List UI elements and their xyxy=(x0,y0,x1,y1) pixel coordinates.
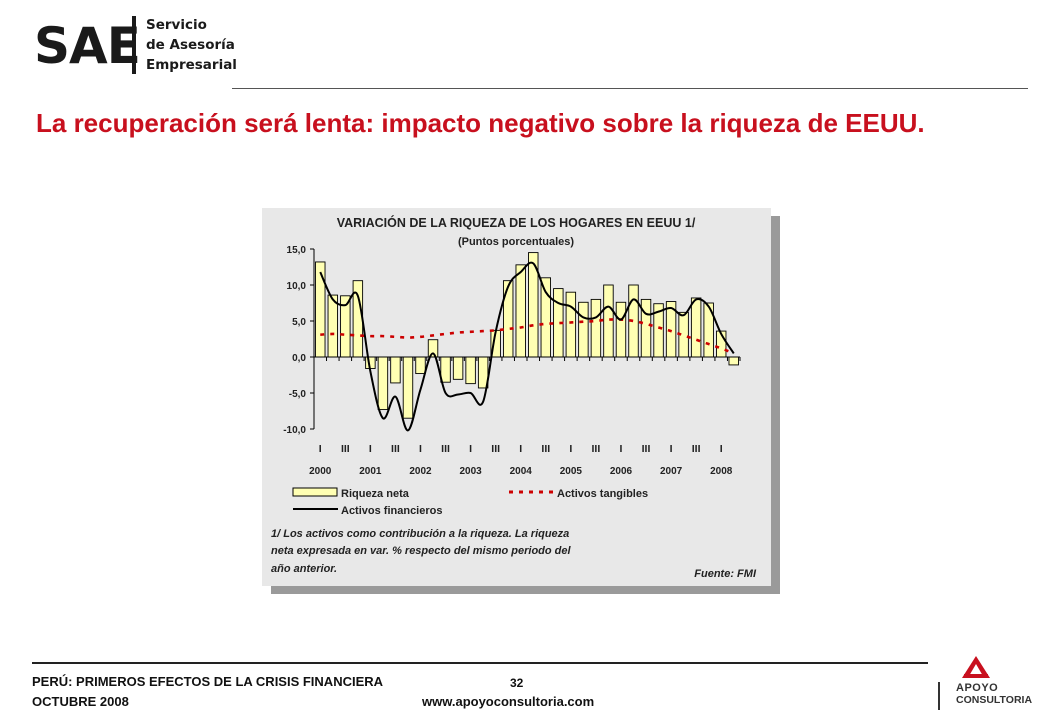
x-quarter-label: I xyxy=(519,443,522,455)
x-quarter-label: I xyxy=(620,443,623,455)
bar xyxy=(502,280,514,358)
chart-card: VARIACIÓN DE LA RIQUEZA DE LOS HOGARES E… xyxy=(262,208,771,586)
bar xyxy=(440,356,451,383)
y-tick-label: 0,0 xyxy=(292,353,306,364)
x-quarter-label: III xyxy=(341,443,350,455)
chart-note: 1/ Los activos como contribución a la ri… xyxy=(271,528,572,575)
note-line: año anterior. xyxy=(271,563,337,575)
x-quarter-label: I xyxy=(720,443,723,455)
bar xyxy=(578,301,589,358)
bar xyxy=(390,356,401,384)
legend-label-tangibles: Activos tangibles xyxy=(557,488,648,500)
x-year-label: 2000 xyxy=(309,466,332,477)
x-quarter-label: I xyxy=(469,443,472,455)
bar xyxy=(603,284,614,358)
apoyo-name: APOYO xyxy=(956,682,999,694)
bar xyxy=(590,298,602,358)
y-tick-label: 15,0 xyxy=(287,245,307,256)
x-year-label: 2008 xyxy=(710,466,733,477)
bar xyxy=(728,356,739,366)
bar xyxy=(452,356,464,380)
x-quarter-label: III xyxy=(592,443,601,455)
y-tick-label: 5,0 xyxy=(292,317,306,328)
header-divider xyxy=(232,88,1028,89)
apoyo-bar xyxy=(938,682,940,710)
x-year-label: 2006 xyxy=(610,466,633,477)
note-line: neta expresada en var. % respecto del mi… xyxy=(271,545,572,557)
apoyo-logo: APOYO CONSULTORIA xyxy=(936,652,1032,712)
legend-swatch-riqueza xyxy=(292,487,338,497)
legend-label-riqueza: Riqueza neta xyxy=(341,488,410,500)
bar xyxy=(315,261,326,358)
logo-sub-line: de Asesoría xyxy=(146,37,235,53)
logo-mark: SAE xyxy=(34,17,141,75)
bar xyxy=(402,356,414,419)
x-year-label: 2005 xyxy=(560,466,583,477)
x-year-label: 2003 xyxy=(459,466,482,477)
y-tick-label: -5,0 xyxy=(289,389,307,400)
page-title: La recuperación será lenta: impacto nega… xyxy=(36,108,925,138)
sae-logo: SAE Servicio de Asesoría Empresarial xyxy=(20,8,237,82)
bar xyxy=(327,294,339,358)
bar xyxy=(540,277,552,358)
bar xyxy=(515,264,526,358)
footer-url[interactable]: www.apoyoconsultoria.com xyxy=(422,694,595,709)
x-quarter-label: III xyxy=(541,443,550,455)
x-quarter-label: III xyxy=(441,443,450,455)
bar xyxy=(615,301,627,358)
bar xyxy=(690,297,702,358)
y-tick-label: -10,0 xyxy=(283,425,306,436)
x-year-label: 2007 xyxy=(660,466,683,477)
chart-title: VARIACIÓN DE LA RIQUEZA DE LOS HOGARES E… xyxy=(337,215,696,230)
bar xyxy=(377,356,389,411)
x-quarter-label: I xyxy=(670,443,673,455)
x-quarter-label: I xyxy=(419,443,422,455)
x-year-label: 2001 xyxy=(359,466,382,477)
page-number: 32 xyxy=(510,676,524,690)
x-year-label: 2002 xyxy=(409,466,432,477)
footer-report-title: PERÚ: PRIMEROS EFECTOS DE LA CRISIS FINA… xyxy=(32,674,384,689)
x-quarter-label: III xyxy=(391,443,400,455)
series-line-activos-financieros xyxy=(319,261,735,432)
x-quarter-label: III xyxy=(692,443,701,455)
chart-svg: VARIACIÓN DE LA RIQUEZA DE LOS HOGARES E… xyxy=(271,215,757,580)
footer-date: OCTUBRE 2008 xyxy=(32,694,129,709)
bar xyxy=(465,356,476,385)
logo-subtitle: Servicio de Asesoría Empresarial xyxy=(146,15,237,75)
chart-subtitle: (Puntos porcentuales) xyxy=(458,236,574,248)
note-line: 1/ Los activos como contribución a la ri… xyxy=(271,528,569,540)
x-quarter-label: III xyxy=(642,443,651,455)
logo-sub-line: Empresarial xyxy=(146,57,237,73)
apoyo-sub: CONSULTORIA xyxy=(956,694,1033,706)
legend-label-financieros: Activos financieros xyxy=(341,505,442,517)
bar xyxy=(640,298,652,358)
x-quarter-label: III xyxy=(491,443,500,455)
x-year-label: 2004 xyxy=(510,466,533,477)
apoyo-emblem-icon xyxy=(962,656,990,678)
bar xyxy=(565,291,577,358)
bar xyxy=(415,356,426,375)
x-quarter-label: I xyxy=(569,443,572,455)
chart-source: Fuente: FMI xyxy=(694,568,757,580)
x-quarter-label: I xyxy=(369,443,372,455)
y-tick-label: 10,0 xyxy=(287,281,307,292)
logo-divider xyxy=(132,16,136,74)
logo-sub-line: Servicio xyxy=(146,17,207,33)
footer-divider xyxy=(32,662,928,664)
x-quarter-label: I xyxy=(319,443,322,455)
